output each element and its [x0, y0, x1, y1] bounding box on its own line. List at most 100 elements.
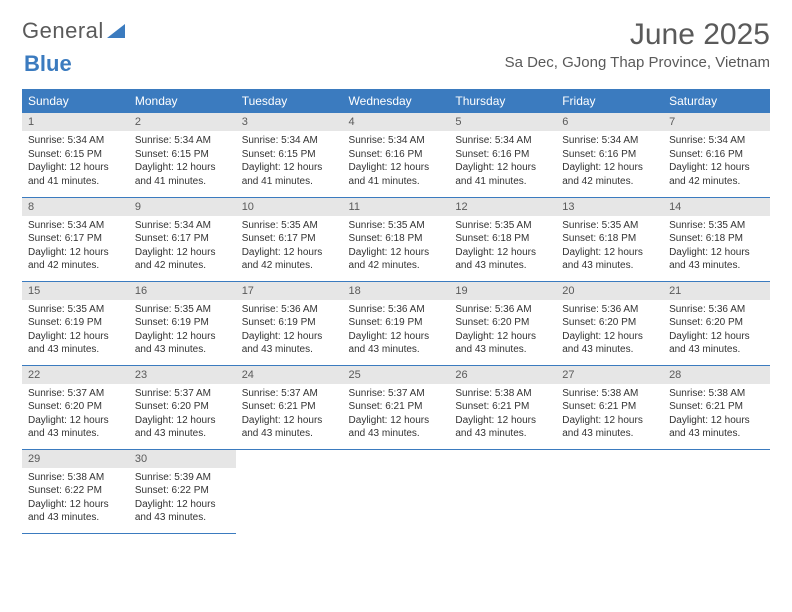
- day-number: 4: [343, 113, 450, 131]
- calendar-cell: [663, 449, 770, 533]
- day-number: 21: [663, 282, 770, 300]
- day-content: Sunrise: 5:38 AMSunset: 6:21 PMDaylight:…: [663, 384, 770, 446]
- day-content: Sunrise: 5:35 AMSunset: 6:18 PMDaylight:…: [449, 216, 556, 278]
- calendar-cell: 6Sunrise: 5:34 AMSunset: 6:16 PMDaylight…: [556, 113, 663, 197]
- day-content: Sunrise: 5:37 AMSunset: 6:21 PMDaylight:…: [236, 384, 343, 446]
- day-number: 27: [556, 366, 663, 384]
- day-content: Sunrise: 5:38 AMSunset: 6:22 PMDaylight:…: [22, 468, 129, 530]
- day-content: Sunrise: 5:38 AMSunset: 6:21 PMDaylight:…: [556, 384, 663, 446]
- calendar-cell: 20Sunrise: 5:36 AMSunset: 6:20 PMDayligh…: [556, 281, 663, 365]
- day-number: 3: [236, 113, 343, 131]
- day-content: Sunrise: 5:34 AMSunset: 6:17 PMDaylight:…: [129, 216, 236, 278]
- calendar-cell: 1Sunrise: 5:34 AMSunset: 6:15 PMDaylight…: [22, 113, 129, 197]
- calendar-row: 22Sunrise: 5:37 AMSunset: 6:20 PMDayligh…: [22, 365, 770, 449]
- day-content: Sunrise: 5:35 AMSunset: 6:18 PMDaylight:…: [556, 216, 663, 278]
- calendar-cell: [236, 449, 343, 533]
- calendar-cell: 11Sunrise: 5:35 AMSunset: 6:18 PMDayligh…: [343, 197, 450, 281]
- day-number: 6: [556, 113, 663, 131]
- day-number: 30: [129, 450, 236, 468]
- calendar-cell: 29Sunrise: 5:38 AMSunset: 6:22 PMDayligh…: [22, 449, 129, 533]
- calendar-row: 1Sunrise: 5:34 AMSunset: 6:15 PMDaylight…: [22, 113, 770, 197]
- logo-triangle-icon: [107, 24, 125, 38]
- day-content: Sunrise: 5:37 AMSunset: 6:21 PMDaylight:…: [343, 384, 450, 446]
- day-number: 5: [449, 113, 556, 131]
- month-title: June 2025: [505, 18, 770, 52]
- calendar-cell: 26Sunrise: 5:38 AMSunset: 6:21 PMDayligh…: [449, 365, 556, 449]
- calendar-cell: 14Sunrise: 5:35 AMSunset: 6:18 PMDayligh…: [663, 197, 770, 281]
- day-content: Sunrise: 5:36 AMSunset: 6:20 PMDaylight:…: [556, 300, 663, 362]
- weekday-header: Tuesday: [236, 89, 343, 113]
- day-content: Sunrise: 5:35 AMSunset: 6:19 PMDaylight:…: [22, 300, 129, 362]
- day-number: 25: [343, 366, 450, 384]
- day-number: 20: [556, 282, 663, 300]
- day-content: Sunrise: 5:34 AMSunset: 6:16 PMDaylight:…: [556, 131, 663, 193]
- calendar-cell: 4Sunrise: 5:34 AMSunset: 6:16 PMDaylight…: [343, 113, 450, 197]
- calendar-cell: 2Sunrise: 5:34 AMSunset: 6:15 PMDaylight…: [129, 113, 236, 197]
- day-number: 1: [22, 113, 129, 131]
- calendar-cell: [343, 449, 450, 533]
- day-number: 11: [343, 198, 450, 216]
- day-number: 24: [236, 366, 343, 384]
- day-number: 13: [556, 198, 663, 216]
- weekday-header: Monday: [129, 89, 236, 113]
- day-number: 7: [663, 113, 770, 131]
- day-content: Sunrise: 5:34 AMSunset: 6:17 PMDaylight:…: [22, 216, 129, 278]
- day-content: Sunrise: 5:34 AMSunset: 6:16 PMDaylight:…: [343, 131, 450, 193]
- day-content: Sunrise: 5:37 AMSunset: 6:20 PMDaylight:…: [22, 384, 129, 446]
- calendar-cell: 19Sunrise: 5:36 AMSunset: 6:20 PMDayligh…: [449, 281, 556, 365]
- calendar-body: 1Sunrise: 5:34 AMSunset: 6:15 PMDaylight…: [22, 113, 770, 533]
- calendar-cell: 16Sunrise: 5:35 AMSunset: 6:19 PMDayligh…: [129, 281, 236, 365]
- calendar-row: 8Sunrise: 5:34 AMSunset: 6:17 PMDaylight…: [22, 197, 770, 281]
- day-number: 8: [22, 198, 129, 216]
- day-number: 23: [129, 366, 236, 384]
- weekday-header: Wednesday: [343, 89, 450, 113]
- day-content: Sunrise: 5:35 AMSunset: 6:19 PMDaylight:…: [129, 300, 236, 362]
- day-content: Sunrise: 5:36 AMSunset: 6:20 PMDaylight:…: [449, 300, 556, 362]
- calendar-cell: 28Sunrise: 5:38 AMSunset: 6:21 PMDayligh…: [663, 365, 770, 449]
- day-content: Sunrise: 5:34 AMSunset: 6:16 PMDaylight:…: [449, 131, 556, 193]
- calendar-cell: 24Sunrise: 5:37 AMSunset: 6:21 PMDayligh…: [236, 365, 343, 449]
- calendar-cell: 10Sunrise: 5:35 AMSunset: 6:17 PMDayligh…: [236, 197, 343, 281]
- weekday-header: Saturday: [663, 89, 770, 113]
- day-content: Sunrise: 5:34 AMSunset: 6:15 PMDaylight:…: [22, 131, 129, 193]
- weekday-header: Sunday: [22, 89, 129, 113]
- logo-text-blue: Blue: [24, 51, 72, 76]
- calendar-cell: 25Sunrise: 5:37 AMSunset: 6:21 PMDayligh…: [343, 365, 450, 449]
- calendar-cell: 22Sunrise: 5:37 AMSunset: 6:20 PMDayligh…: [22, 365, 129, 449]
- day-content: Sunrise: 5:39 AMSunset: 6:22 PMDaylight:…: [129, 468, 236, 530]
- day-content: Sunrise: 5:34 AMSunset: 6:15 PMDaylight:…: [129, 131, 236, 193]
- calendar-row: 29Sunrise: 5:38 AMSunset: 6:22 PMDayligh…: [22, 449, 770, 533]
- day-number: 10: [236, 198, 343, 216]
- day-content: Sunrise: 5:38 AMSunset: 6:21 PMDaylight:…: [449, 384, 556, 446]
- day-number: 16: [129, 282, 236, 300]
- calendar-cell: 3Sunrise: 5:34 AMSunset: 6:15 PMDaylight…: [236, 113, 343, 197]
- day-content: Sunrise: 5:34 AMSunset: 6:15 PMDaylight:…: [236, 131, 343, 193]
- day-content: Sunrise: 5:35 AMSunset: 6:18 PMDaylight:…: [343, 216, 450, 278]
- calendar-row: 15Sunrise: 5:35 AMSunset: 6:19 PMDayligh…: [22, 281, 770, 365]
- day-number: 17: [236, 282, 343, 300]
- logo: General: [22, 18, 125, 44]
- day-number: 26: [449, 366, 556, 384]
- calendar-cell: 17Sunrise: 5:36 AMSunset: 6:19 PMDayligh…: [236, 281, 343, 365]
- day-content: Sunrise: 5:36 AMSunset: 6:20 PMDaylight:…: [663, 300, 770, 362]
- calendar-cell: 12Sunrise: 5:35 AMSunset: 6:18 PMDayligh…: [449, 197, 556, 281]
- day-number: 2: [129, 113, 236, 131]
- day-number: 28: [663, 366, 770, 384]
- weekday-header: Friday: [556, 89, 663, 113]
- calendar-cell: [449, 449, 556, 533]
- day-number: 19: [449, 282, 556, 300]
- calendar-table: SundayMondayTuesdayWednesdayThursdayFrid…: [22, 89, 770, 534]
- calendar-cell: 8Sunrise: 5:34 AMSunset: 6:17 PMDaylight…: [22, 197, 129, 281]
- day-content: Sunrise: 5:35 AMSunset: 6:18 PMDaylight:…: [663, 216, 770, 278]
- calendar-cell: 7Sunrise: 5:34 AMSunset: 6:16 PMDaylight…: [663, 113, 770, 197]
- location-text: Sa Dec, GJong Thap Province, Vietnam: [505, 54, 770, 71]
- day-number: 12: [449, 198, 556, 216]
- day-content: Sunrise: 5:36 AMSunset: 6:19 PMDaylight:…: [236, 300, 343, 362]
- weekday-header: Thursday: [449, 89, 556, 113]
- day-number: 18: [343, 282, 450, 300]
- day-content: Sunrise: 5:36 AMSunset: 6:19 PMDaylight:…: [343, 300, 450, 362]
- logo-text-general: General: [22, 18, 104, 44]
- calendar-cell: 27Sunrise: 5:38 AMSunset: 6:21 PMDayligh…: [556, 365, 663, 449]
- day-number: 15: [22, 282, 129, 300]
- calendar-cell: 15Sunrise: 5:35 AMSunset: 6:19 PMDayligh…: [22, 281, 129, 365]
